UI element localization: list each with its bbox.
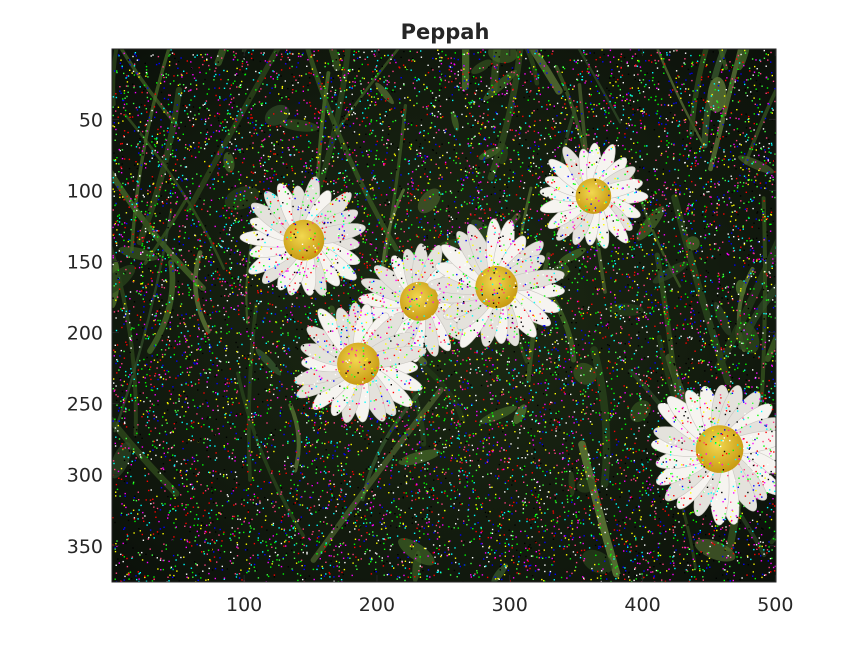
leaf: [652, 261, 689, 284]
flower-center: [283, 219, 325, 261]
grass-blade: [417, 361, 466, 425]
leaf: [582, 549, 613, 574]
grass-blade: [744, 86, 776, 165]
grass-blade: [112, 169, 206, 292]
x-tick-label: 200: [359, 594, 395, 616]
daisy-image: [112, 49, 776, 582]
grass-blade: [310, 387, 444, 563]
leaf: [471, 59, 492, 75]
plot-frame: [111, 48, 777, 583]
leaf: [255, 348, 282, 376]
grass-blade: [119, 49, 178, 127]
y-axis: 50 100 150 200 250 300 350: [67, 109, 776, 558]
leaf: [398, 537, 435, 566]
leaf: [478, 147, 501, 160]
grass-blade: [577, 49, 622, 124]
grass-blade: [764, 330, 776, 362]
daisy-flower: [427, 218, 565, 348]
y-tick-label: 200: [67, 323, 103, 345]
grass-blade: [328, 49, 341, 71]
leaf: [694, 538, 736, 562]
leaf: [573, 362, 597, 385]
daisy-flower: [239, 176, 366, 296]
flowers-layer: [239, 142, 776, 526]
figure-title: Peppah: [401, 20, 490, 44]
leaf: [451, 111, 459, 132]
leaf: [375, 82, 394, 105]
y-tick-label: 300: [67, 465, 103, 487]
y-tick-label: 150: [67, 251, 103, 273]
grass-blade: [490, 49, 501, 94]
grass-blade: [193, 250, 211, 334]
flower-center: [575, 178, 612, 214]
leaf: [412, 550, 421, 582]
grass-blade: [674, 49, 678, 52]
grass-blade: [708, 49, 743, 172]
flower-center: [399, 281, 439, 321]
flower-center: [337, 342, 380, 385]
grass-blade: [241, 49, 248, 53]
x-tick-label: 100: [226, 594, 262, 616]
grass-blade: [461, 49, 470, 91]
grass-blade: [288, 403, 301, 473]
leaf: [118, 246, 158, 261]
grass-blade: [487, 49, 524, 181]
grass-blade: [113, 208, 173, 433]
grass-blade: [758, 196, 768, 431]
y-tick-label: 50: [79, 109, 103, 131]
leaf: [558, 247, 587, 265]
x-tick-label: 500: [757, 594, 793, 616]
grass-blade: [714, 237, 776, 371]
grass-blade: [688, 49, 709, 137]
grass-blade: [147, 259, 176, 354]
leaf: [483, 69, 517, 101]
leaf: [223, 152, 235, 173]
leaf: [513, 404, 527, 424]
y-tick-label: 350: [67, 536, 103, 558]
leaf: [735, 321, 760, 354]
grass-blade: [246, 303, 258, 482]
grass-blade: [718, 49, 729, 70]
x-tick-label: 300: [492, 594, 528, 616]
grass-blade: [112, 415, 180, 497]
salt-pepper-noise: [112, 49, 776, 582]
leaf: [488, 49, 518, 64]
leaf: [224, 186, 260, 210]
leaf: [112, 442, 132, 479]
leaf: [568, 470, 575, 497]
leaf: [636, 206, 665, 241]
flower-center: [695, 425, 744, 473]
grass-blade: [112, 49, 119, 107]
y-tick-label: 100: [67, 180, 103, 202]
grass-blade: [578, 440, 621, 578]
leaf: [713, 301, 731, 336]
x-tick-label: 400: [624, 594, 660, 616]
grass-blade: [656, 49, 706, 147]
grass-blade: [528, 49, 563, 95]
grass-blade: [305, 49, 399, 252]
grass-blade: [130, 49, 171, 253]
grass-blade: [701, 49, 728, 149]
grass-blade: [310, 49, 351, 210]
leaf: [112, 264, 136, 296]
x-axis: 100 200 300 400 500: [226, 49, 793, 616]
leaf: [398, 449, 441, 466]
leaf: [707, 77, 727, 113]
grass-blade: [236, 371, 306, 538]
y-tick-label: 250: [67, 394, 103, 416]
leaf: [479, 405, 517, 424]
leaf: [576, 477, 596, 493]
grass-blade: [334, 49, 400, 133]
